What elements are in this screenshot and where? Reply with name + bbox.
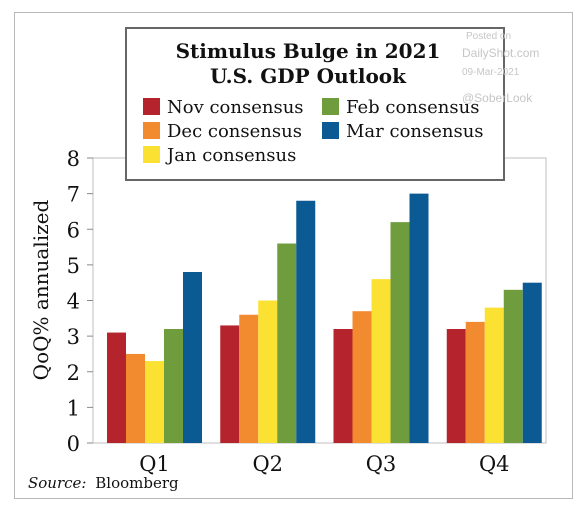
bar-q4-mar-consensus: [522, 282, 542, 443]
legend-label: Nov consensus: [167, 97, 304, 118]
legend-swatch: [143, 146, 160, 163]
bar-q4-dec-consensus: [465, 321, 485, 443]
x-axis-ticks: Q1 Q2 Q3 Q4: [139, 452, 509, 476]
bar-q1-mar-consensus: [183, 272, 202, 443]
bar-q3-feb-consensus: [390, 222, 410, 443]
bar-q3-dec-consensus: [352, 311, 372, 443]
bar-q1-jan-consensus: [145, 361, 164, 443]
watermark-handle: @SoberLook: [462, 91, 533, 105]
bars: [107, 193, 542, 443]
bar-q1-nov-consensus: [107, 332, 126, 443]
legend-swatch: [322, 98, 339, 115]
bar-q3-jan-consensus: [371, 279, 391, 443]
legend-box: Stimulus Bulge in 2021 U.S. GDP Outlook …: [125, 27, 505, 181]
y-tick-label: 7: [67, 183, 80, 207]
y-axis-ticks: 0 1 2 3 4 5 6 7 8: [67, 147, 93, 456]
legend-swatch: [322, 122, 339, 139]
x-tick-label: Q2: [252, 452, 283, 476]
watermark-date: 09-Mar-2021: [462, 67, 520, 78]
x-tick-label: Q4: [479, 452, 510, 476]
bar-q1-dec-consensus: [126, 353, 145, 443]
legend-swatch: [143, 98, 160, 115]
bar-q1-feb-consensus: [164, 329, 183, 443]
bar-q4-nov-consensus: [446, 329, 466, 443]
legend-entries: Nov consensus Dec consensus Jan consensus F…: [143, 97, 484, 166]
source-note: Source: Bloomberg: [28, 474, 179, 492]
bar-q2-feb-consensus: [277, 243, 297, 443]
bar-q3-mar-consensus: [409, 193, 429, 443]
y-tick-label: 4: [67, 290, 80, 314]
y-tick-label: 0: [67, 432, 80, 456]
y-tick-label: 6: [67, 218, 80, 242]
legend-swatch: [143, 122, 160, 139]
legend-label: Dec consensus: [167, 121, 302, 142]
y-tick-label: 8: [67, 147, 80, 171]
watermark-posted-on: Posted on: [466, 31, 511, 42]
bar-q4-jan-consensus: [484, 307, 504, 443]
watermark-site: DailyShot.com: [462, 46, 539, 60]
legend-label: Feb consensus: [346, 97, 479, 118]
y-tick-label: 3: [67, 325, 80, 349]
bar-q2-dec-consensus: [239, 314, 259, 443]
legend-label: Mar consensus: [346, 121, 484, 142]
y-tick-label: 2: [67, 361, 80, 385]
bar-q2-jan-consensus: [258, 300, 278, 443]
source-label: Source:: [28, 474, 86, 492]
x-tick-label: Q3: [366, 452, 397, 476]
bar-q4-feb-consensus: [503, 289, 523, 443]
y-tick-label: 5: [67, 254, 80, 278]
bar-q2-mar-consensus: [296, 200, 316, 443]
legend-label: Jan consensus: [165, 145, 296, 166]
watermark: Posted on DailyShot.com 09-Mar-2021 @Sob…: [462, 31, 539, 105]
chart-title-line2: U.S. GDP Outlook: [210, 64, 407, 88]
x-tick-label: Q1: [139, 452, 170, 476]
y-tick-label: 1: [67, 396, 80, 420]
bar-q2-nov-consensus: [220, 325, 240, 443]
chart-title-line1: Stimulus Bulge in 2021: [176, 39, 441, 63]
y-axis-label: QoQ% annualized: [29, 199, 53, 380]
bar-q3-nov-consensus: [333, 329, 353, 443]
source-text: Bloomberg: [95, 474, 179, 492]
